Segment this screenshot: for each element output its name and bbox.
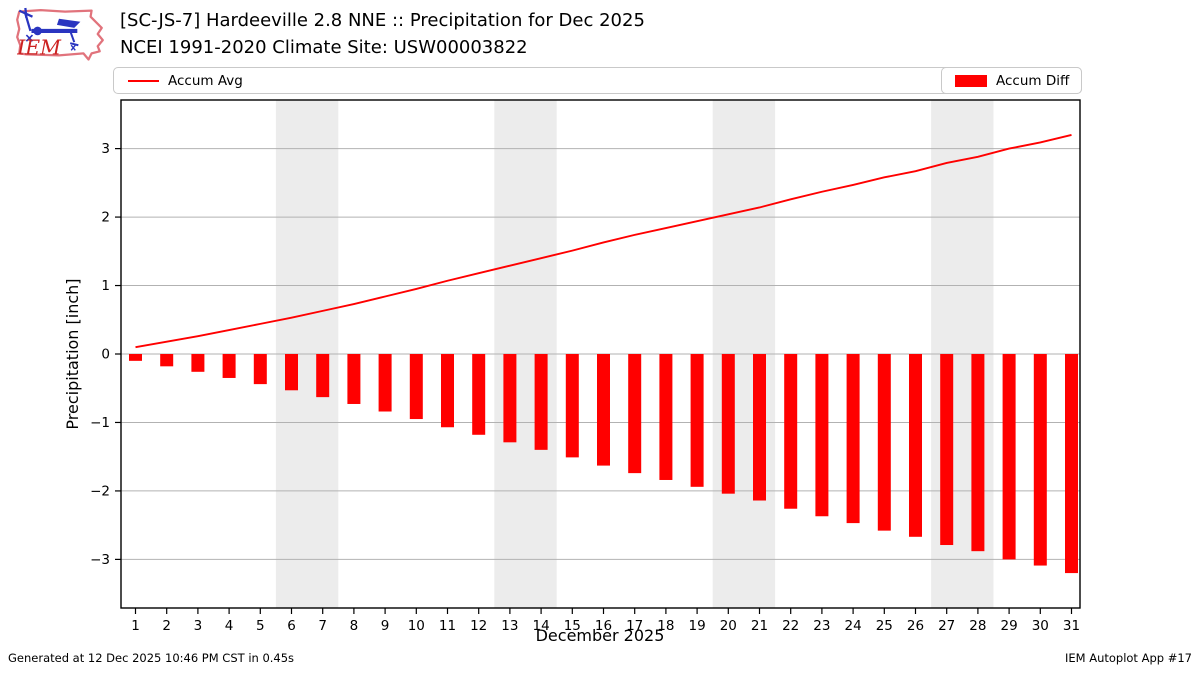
y-tick-label: 0 xyxy=(101,347,110,363)
x-tick-label: 2 xyxy=(162,618,171,634)
x-tick-label: 5 xyxy=(256,618,265,634)
x-tick-label: 3 xyxy=(194,618,203,634)
x-tick-label: 26 xyxy=(907,618,924,634)
accum-diff-bar xyxy=(347,354,361,404)
x-tick-label: 28 xyxy=(969,618,986,634)
accum-diff-bar xyxy=(160,354,174,367)
y-tick-label: 1 xyxy=(101,278,110,294)
x-tick-label: 14 xyxy=(533,618,550,634)
accum-diff-bar xyxy=(191,354,205,372)
x-tick-label: 23 xyxy=(813,618,830,634)
x-tick-label: 27 xyxy=(938,618,955,634)
x-tick-label: 4 xyxy=(225,618,234,634)
legend-item-accum-diff: Accum Diff xyxy=(941,67,1082,94)
x-tick-label: 22 xyxy=(782,618,799,634)
accum-diff-bar xyxy=(222,354,236,378)
weather-instrument-icon xyxy=(18,7,81,51)
x-tick-label: 31 xyxy=(1063,618,1080,634)
accum-diff-bar xyxy=(129,354,142,361)
x-tick-label: 17 xyxy=(626,618,643,634)
accum-diff-bar xyxy=(909,354,922,537)
accum-diff-bar xyxy=(659,354,673,480)
x-tick-label: 8 xyxy=(350,618,359,634)
legend-avg-label: Accum Avg xyxy=(168,72,243,89)
iowa-outline xyxy=(16,8,104,61)
x-tick-label: 9 xyxy=(381,618,390,634)
accum-diff-bar xyxy=(877,354,891,531)
accum-diff-bar xyxy=(1002,354,1016,560)
x-tick-label: 15 xyxy=(564,618,581,634)
x-tick-label: 20 xyxy=(720,618,737,634)
accum-diff-bar xyxy=(409,354,423,420)
iem-logo: IEM xyxy=(16,7,104,61)
accum-diff-bar xyxy=(690,354,704,487)
accum-avg-line xyxy=(135,133,1072,349)
x-tick-label: 21 xyxy=(751,618,768,634)
x-tick-label: 10 xyxy=(408,618,425,634)
page-title: [SC-JS-7] Hardeeville 2.8 NNE :: Precipi… xyxy=(120,10,645,31)
accum-diff-bar xyxy=(565,354,579,458)
accum-diff-bar xyxy=(971,354,985,552)
page-subtitle: NCEI 1991-2020 Climate Site: USW00003822 xyxy=(120,37,528,58)
x-tick-label: 13 xyxy=(501,618,518,634)
accum-diff-bar xyxy=(503,354,517,443)
accum-diff-bar xyxy=(597,354,610,466)
x-tick-label: 29 xyxy=(1001,618,1018,634)
y-axis-label: Precipitation [inch] xyxy=(63,278,82,429)
legend-diff-label: Accum Diff xyxy=(996,72,1070,89)
legend-bar-swatch xyxy=(955,74,987,87)
accum-diff-bar xyxy=(940,354,954,546)
app-credit: IEM Autoplot App #17 xyxy=(1064,651,1192,665)
x-tick-label: 18 xyxy=(657,618,674,634)
accum-diff-bar xyxy=(721,354,735,494)
x-tick-label: 1 xyxy=(131,618,140,634)
x-tick-label: 12 xyxy=(470,618,487,634)
accum-diff-bar xyxy=(628,354,642,474)
accum-diff-bar xyxy=(472,354,486,435)
accum-diff-bar xyxy=(253,354,267,385)
accum-diff-bar xyxy=(1033,354,1047,566)
x-axis-label: December 2025 xyxy=(536,626,665,645)
y-tick-label: −2 xyxy=(90,483,110,499)
accum-diff-bar xyxy=(753,354,766,501)
x-tick-label: 16 xyxy=(595,618,612,634)
accum-diff-bar xyxy=(378,354,392,412)
x-tick-label: 24 xyxy=(845,618,862,634)
y-tick-label: −1 xyxy=(90,415,110,431)
x-tick-label: 25 xyxy=(876,618,893,634)
accum-diff-bar xyxy=(1065,354,1078,574)
accum-diff-bar xyxy=(846,354,860,524)
y-tick-label: 2 xyxy=(101,210,110,226)
x-tick-label: 30 xyxy=(1032,618,1049,634)
title-block: [SC-JS-7] Hardeeville 2.8 NNE :: Precipi… xyxy=(120,7,645,61)
x-tick-label: 6 xyxy=(287,618,296,634)
accum-diff-bar xyxy=(316,354,330,398)
x-tick-label: 11 xyxy=(439,618,456,634)
x-tick-label: 19 xyxy=(689,618,706,634)
legend-line-swatch xyxy=(128,79,159,82)
accum-diff-bar xyxy=(815,354,829,517)
accum-diff-bar xyxy=(534,354,548,450)
accum-diff-bar xyxy=(784,354,798,509)
iem-logo-text: IEM xyxy=(16,35,62,59)
y-tick-label: −3 xyxy=(90,552,110,568)
chart-legend: Accum Avg Accum Diff xyxy=(113,67,1082,94)
generated-timestamp: Generated at 12 Dec 2025 10:46 PM CST in… xyxy=(8,651,295,665)
accum-diff-bar xyxy=(441,354,454,428)
y-tick-label: 3 xyxy=(101,141,110,157)
accum-diff-bar xyxy=(285,354,298,391)
x-tick-label: 7 xyxy=(318,618,327,634)
legend-item-accum-avg: Accum Avg xyxy=(128,68,243,93)
